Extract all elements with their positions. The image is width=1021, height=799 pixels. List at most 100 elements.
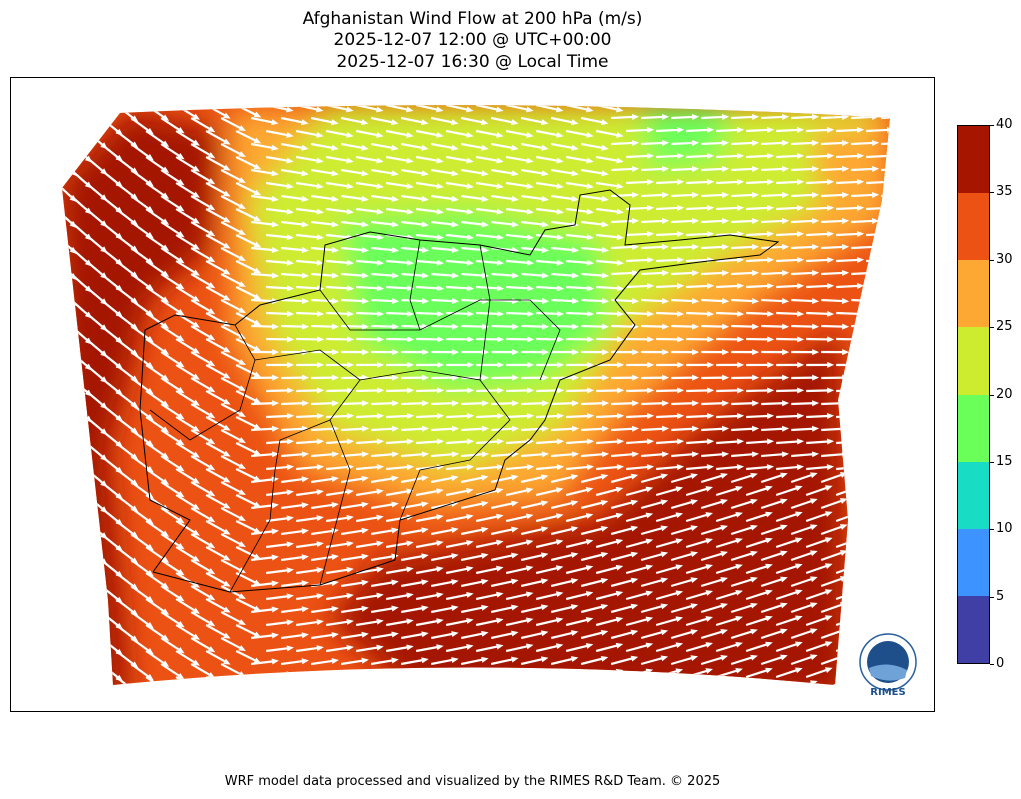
wind-arrow-head — [361, 527, 369, 534]
wind-arrow-head — [690, 499, 699, 506]
wind-arrow-head — [751, 113, 760, 120]
wind-arrow-head — [512, 323, 520, 330]
wind-arrow — [851, 141, 876, 146]
wind-arrow — [311, 402, 336, 406]
wind-arrow — [596, 285, 621, 290]
wind-arrow — [431, 324, 456, 328]
wind-arrow-head — [391, 451, 400, 458]
wind-arrow-head — [511, 604, 519, 611]
wind-arrow-head — [782, 349, 790, 356]
wind-arrow — [370, 632, 396, 640]
wind-arrow-head — [676, 178, 685, 185]
wind-arrow — [130, 429, 152, 445]
wind-arrow-head — [331, 170, 339, 177]
wind-arrow-head — [600, 499, 609, 506]
wind-arrow — [550, 605, 575, 614]
wind-arrow-head — [466, 259, 475, 266]
wind-arrow-head — [720, 655, 728, 661]
wind-arrow-head — [346, 618, 354, 625]
wind-arrow — [340, 659, 366, 666]
wind-arrow-head — [317, 310, 325, 317]
wind-arrow — [326, 465, 351, 471]
wind-arrow — [805, 642, 830, 653]
wind-arrow — [836, 128, 861, 133]
wind-arrow-head — [827, 387, 835, 394]
wind-arrow-head — [541, 119, 549, 126]
wind-arrow — [296, 646, 321, 653]
wind-arrow — [565, 618, 590, 627]
wind-arrow-head — [437, 361, 445, 368]
wind-arrow — [431, 402, 456, 406]
wind-arrow — [520, 553, 545, 562]
wind-arrow — [595, 643, 620, 653]
wind-arrow — [700, 552, 725, 562]
wind-arrow — [145, 650, 167, 666]
wind-arrow-head — [660, 577, 669, 584]
wind-arrow — [175, 468, 198, 483]
wind-arrow-head — [272, 323, 280, 330]
wind-arrow-head — [316, 619, 324, 626]
wind-arrow-head — [691, 269, 700, 276]
wind-arrow — [626, 440, 651, 445]
wind-arrow — [610, 630, 635, 640]
wind-arrow-head — [482, 400, 490, 407]
wind-arrow — [701, 141, 726, 146]
wind-arrow — [145, 416, 167, 432]
wind-arrow-head — [436, 413, 445, 419]
wind-arrow-head — [706, 230, 715, 237]
wind-arrow-head — [223, 372, 231, 379]
wind-arrow-head — [361, 298, 370, 305]
wind-arrow-head — [541, 425, 550, 432]
wind-arrow — [160, 221, 182, 237]
wind-arrow-head — [271, 476, 279, 483]
wind-arrow — [400, 658, 425, 666]
wind-arrow — [700, 604, 725, 614]
wind-arrow-head — [238, 515, 246, 522]
wind-arrow-head — [451, 195, 459, 202]
wind-arrow — [595, 539, 620, 549]
wind-arrow — [446, 440, 471, 445]
wind-arrow — [340, 555, 366, 562]
wind-arrow-head — [451, 425, 460, 432]
wind-arrow — [386, 414, 411, 419]
wind-arrow — [445, 593, 470, 601]
wind-arrow-head — [253, 189, 262, 196]
colorbar-tick: 30 — [990, 252, 1013, 267]
wind-arrow — [205, 650, 228, 664]
wind-arrow-head — [751, 425, 760, 432]
wind-arrow-head — [526, 157, 534, 164]
wind-arrow — [430, 580, 455, 588]
wind-arrow-head — [660, 603, 669, 610]
wind-arrow-head — [630, 551, 639, 558]
wind-arrow — [625, 487, 650, 497]
wind-arrow — [266, 465, 291, 471]
wind-arrow-head — [856, 126, 865, 133]
wind-arrow — [220, 507, 243, 521]
wind-arrow-head — [585, 591, 594, 597]
wind-arrow — [145, 260, 167, 276]
wind-arrow-head — [376, 618, 384, 625]
wind-arrow-head — [391, 657, 399, 664]
wind-arrow — [640, 526, 665, 536]
wind-arrow — [715, 590, 740, 601]
wind-arrow-head — [223, 476, 231, 483]
afghanistan-border — [139, 189, 780, 593]
wind-arrow-head — [421, 119, 429, 126]
wind-arrow-head — [331, 632, 339, 638]
wind-arrow-head — [511, 221, 519, 228]
wind-arrow — [671, 402, 696, 406]
wind-arrow — [580, 142, 605, 150]
wind-arrow-head — [376, 540, 384, 547]
wind-arrow-head — [526, 565, 534, 572]
wind-arrow — [461, 194, 486, 201]
wind-arrow — [416, 311, 441, 316]
wind-arrow — [415, 515, 440, 523]
wind-arrow — [401, 298, 426, 303]
wind-arrow-head — [286, 567, 294, 574]
wind-arrow-head — [346, 208, 354, 215]
wind-arrow-head — [331, 606, 339, 612]
wind-arrow — [446, 414, 471, 419]
wind-arrow — [281, 659, 306, 666]
wind-arrow-head — [587, 310, 595, 317]
wind-arrow — [115, 286, 136, 303]
